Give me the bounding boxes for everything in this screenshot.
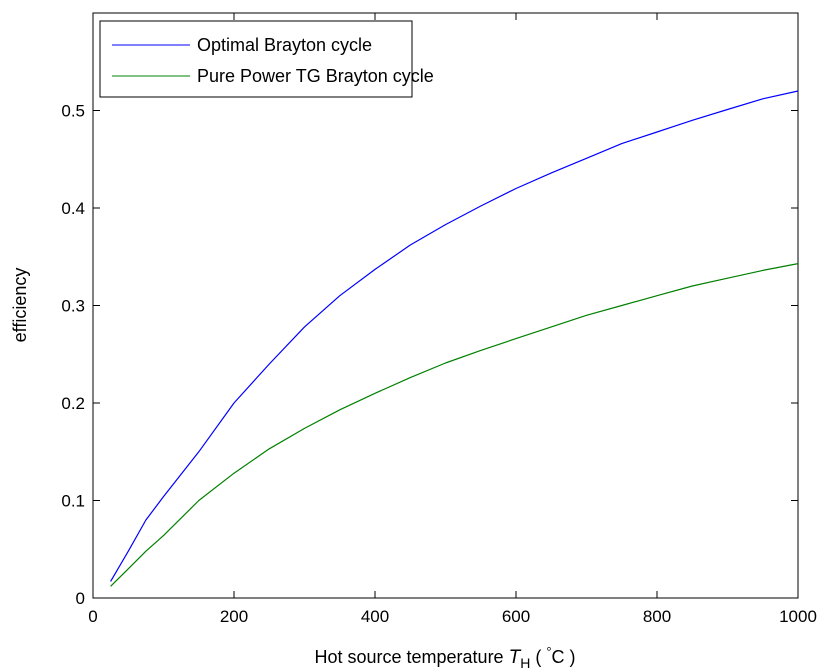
y-tick-label: 0.5 xyxy=(61,102,85,121)
y-tick-label: 0.4 xyxy=(61,199,85,218)
x-tick-label: 400 xyxy=(361,607,389,626)
y-axis-label: efficiency xyxy=(10,268,30,343)
x-axis-label-unit-close: C ) xyxy=(552,647,576,667)
x-tick-label: 1000 xyxy=(779,607,817,626)
y-tick-label: 0.3 xyxy=(61,297,85,316)
plot-area xyxy=(92,12,799,599)
x-tick-label: 200 xyxy=(220,607,248,626)
x-axis-label-prefix: Hot source temperature xyxy=(314,647,508,667)
series-line-optimal xyxy=(110,90,799,582)
x-axis-label-degree: ° xyxy=(546,644,551,659)
legend: Optimal Brayton cycle Pure Power TG Bray… xyxy=(99,20,434,98)
x-tick-label: 0 xyxy=(88,607,97,626)
y-tick-label: 0.1 xyxy=(61,492,85,511)
legend-label-pure-power-tg: Pure Power TG Brayton cycle xyxy=(197,66,434,86)
y-tick-label: 0 xyxy=(76,589,85,608)
x-axis-label-variable: T xyxy=(509,647,522,668)
x-axis-label: Hot source temperature TH ( °C ) xyxy=(314,644,575,671)
axis-ticks: 0 200 400 600 800 1000 0 0.1 0.2 0.3 0.4 0.5 xyxy=(61,13,817,626)
legend-box xyxy=(99,20,413,98)
y-tick-label: 0.2 xyxy=(61,394,85,413)
series-line-pure-power-tg xyxy=(110,263,799,587)
x-axis-label-unit-open: ( xyxy=(530,647,546,667)
series-layer xyxy=(110,90,799,587)
x-tick-label: 800 xyxy=(643,607,671,626)
x-tick-label: 600 xyxy=(502,607,530,626)
legend-label-optimal: Optimal Brayton cycle xyxy=(197,35,372,55)
x-axis-label-subscript: H xyxy=(520,655,530,671)
